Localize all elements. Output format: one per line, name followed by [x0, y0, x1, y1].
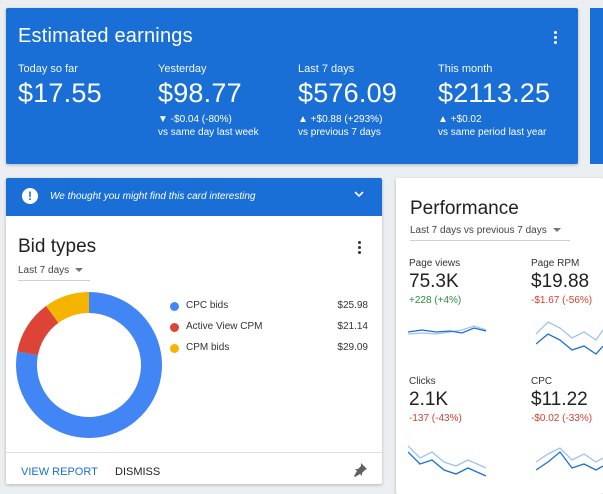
sparkline-cpc	[536, 447, 603, 471]
dropdown-underline	[18, 280, 90, 281]
legend-dot	[170, 323, 179, 332]
stat-change: ▲ +$0.88 (+293%)	[298, 114, 383, 125]
metric-change: -137 (-43%)	[409, 413, 462, 424]
sparkline-current	[536, 451, 603, 471]
view-report-button[interactable]: VIEW REPORT	[21, 466, 98, 478]
sparkline-previous	[408, 445, 487, 469]
stat-value: $576.09	[298, 78, 397, 108]
sparkline-page-rpm	[536, 321, 603, 355]
metric-value: $11.22	[531, 389, 588, 410]
legend-item-active-view-cpm: Active View CPM $21.14	[170, 321, 370, 335]
stat-compare: vs same day last week	[158, 127, 259, 138]
caret-down-icon	[552, 228, 561, 233]
metric-change: -$1.67 (-56%)	[531, 295, 593, 306]
metric-value: 2.1K	[409, 389, 449, 410]
caret-down-icon	[75, 268, 84, 273]
metric-page-rpm[interactable]: Page RPM $19.88 -$1.67 (-56%)	[531, 258, 603, 306]
stat-today[interactable]: Today so far $17.55	[18, 63, 102, 109]
legend-value: $29.09	[337, 342, 368, 353]
performance-card: Performance Last 7 days vs previous 7 da…	[396, 178, 603, 494]
sparkline-page-views	[408, 325, 487, 335]
interesting-card-banner[interactable]: ! We thought you might find this card in…	[6, 178, 382, 216]
legend-item-cpc: CPC bids $25.98	[170, 300, 370, 314]
alert-icon: !	[22, 188, 38, 204]
stat-this-month[interactable]: This month $2113.25 ▲ +$0.02 vs same per…	[438, 63, 550, 139]
stat-yesterday[interactable]: Yesterday $98.77 ▼ -$0.04 (-80%) vs same…	[158, 63, 259, 139]
donut-segment-active-view-cpm	[17, 305, 59, 356]
dismiss-button[interactable]: DISMISS	[115, 466, 161, 478]
metric-change: -$0.02 (-33%)	[531, 413, 593, 424]
stat-label: This month	[438, 63, 493, 75]
stat-change: ▼ -$0.04 (-80%)	[158, 114, 232, 125]
stat-change: ▲ +$0.02	[438, 114, 482, 125]
dropdown-value: Last 7 days vs previous 7 days	[410, 225, 547, 236]
bid-types-donut-chart	[16, 292, 162, 438]
performance-range-dropdown[interactable]: Last 7 days vs previous 7 days	[410, 225, 561, 236]
metric-clicks[interactable]: Clicks 2.1K -137 (-43%)	[409, 376, 499, 424]
dropdown-value: Last 7 days	[18, 265, 70, 276]
pin-icon[interactable]	[352, 462, 368, 483]
next-card-edge	[590, 8, 603, 164]
sparkline-previous	[408, 325, 487, 335]
stat-value: $17.55	[18, 78, 102, 108]
sparkline-current	[536, 333, 603, 355]
stat-label: Last 7 days	[298, 63, 355, 75]
donut-segment-cpm-bids	[46, 292, 89, 323]
sparkline-previous	[536, 447, 603, 463]
bid-more-icon[interactable]	[358, 241, 362, 256]
metric-label: CPC	[531, 376, 553, 387]
bid-types-card: ! We thought you might find this card in…	[6, 178, 382, 484]
stat-last-7-days[interactable]: Last 7 days $576.09 ▲ +$0.88 (+293%) vs …	[298, 63, 397, 139]
sparkline-clicks	[408, 445, 487, 477]
legend-label: CPC bids	[186, 300, 229, 311]
banner-text: We thought you might find this card inte…	[50, 191, 256, 202]
bid-range-dropdown[interactable]: Last 7 days	[18, 265, 84, 276]
legend-dot	[170, 302, 179, 311]
stat-value: $98.77	[158, 78, 242, 108]
sparkline-previous	[536, 321, 603, 341]
estimated-earnings-card: Estimated earnings Today so far $17.55 Y…	[6, 8, 578, 164]
sparkline-current	[408, 327, 487, 334]
bid-types-title: Bid types	[18, 236, 97, 257]
metric-page-views[interactable]: Page views 75.3K +228 (+4%)	[409, 258, 499, 306]
chevron-down-icon[interactable]	[353, 187, 365, 203]
stat-compare: vs previous 7 days	[298, 127, 381, 138]
legend-label: Active View CPM	[186, 321, 263, 332]
stat-label: Today so far	[18, 63, 78, 75]
metric-value: 75.3K	[409, 271, 459, 292]
sparkline-current	[408, 451, 487, 477]
metric-label: Page views	[409, 258, 461, 269]
stat-label: Yesterday	[158, 63, 207, 75]
metric-change: +228 (+4%)	[409, 295, 462, 306]
metric-label: Page RPM	[531, 258, 580, 269]
metric-value: $19.88	[531, 271, 590, 292]
card-footer-divider	[6, 452, 382, 453]
dropdown-underline	[410, 240, 570, 241]
legend-value: $25.98	[337, 300, 368, 311]
performance-title: Performance	[410, 198, 519, 219]
metric-label: Clicks	[409, 376, 436, 387]
legend-label: CPM bids	[186, 342, 230, 353]
earnings-title: Estimated earnings	[18, 25, 193, 47]
stat-compare: vs same period last year	[438, 127, 547, 138]
legend-value: $21.14	[337, 321, 368, 332]
metric-cpc[interactable]: CPC $11.22 -$0.02 (-33%)	[531, 376, 603, 424]
legend-item-cpm: CPM bids $29.09	[170, 342, 370, 356]
earnings-more-icon[interactable]	[554, 31, 558, 46]
stat-value: $2113.25	[438, 78, 551, 108]
legend-dot	[170, 344, 179, 353]
